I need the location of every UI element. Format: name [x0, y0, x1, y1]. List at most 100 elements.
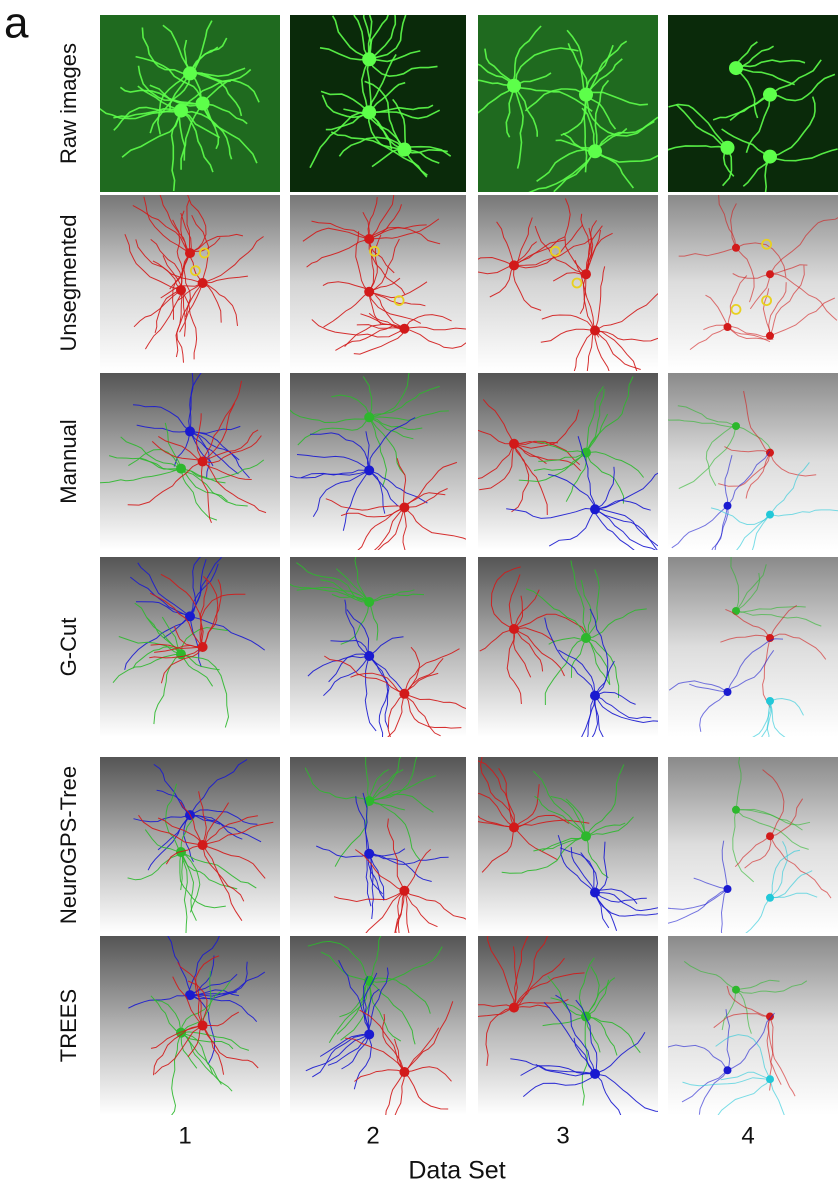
soma: [581, 269, 591, 279]
soma: [581, 831, 591, 841]
soma: [176, 649, 186, 659]
image-background: [478, 936, 658, 1115]
image-background: [668, 936, 838, 1115]
soma: [763, 150, 777, 164]
soma: [581, 1012, 591, 1022]
soma: [176, 1028, 186, 1038]
soma: [399, 1067, 409, 1077]
soma: [721, 141, 735, 155]
soma: [397, 143, 411, 157]
image-cell: [441, 919, 668, 1128]
image-cell: [284, 550, 477, 754]
soma: [766, 1075, 774, 1083]
soma: [509, 439, 519, 449]
soma: [724, 688, 732, 696]
soma: [766, 1013, 774, 1021]
image-cell: [98, 357, 280, 550]
soma: [590, 1069, 600, 1079]
soma: [732, 986, 740, 994]
soma: [509, 260, 519, 270]
image-background: [668, 15, 838, 192]
image-cell: [663, 373, 838, 581]
soma: [763, 88, 777, 102]
image-cell: [656, 15, 838, 216]
soma: [198, 840, 208, 850]
column-label: 3: [556, 1122, 569, 1149]
soma: [590, 504, 600, 514]
soma: [579, 88, 593, 102]
image-background: [100, 195, 280, 371]
column-label: 4: [741, 1122, 754, 1149]
soma: [766, 511, 774, 519]
image-cell: [290, 910, 466, 1147]
soma: [364, 651, 374, 661]
soma: [590, 888, 600, 898]
row-label: G-Cut: [56, 618, 81, 677]
image-cell: [100, 757, 280, 935]
soma: [724, 885, 732, 893]
soma: [588, 144, 602, 158]
soma: [509, 1003, 519, 1013]
image-background: [668, 557, 838, 737]
image-cell: [290, 177, 479, 371]
image-background: [290, 373, 466, 550]
soma: [724, 502, 732, 510]
image-cell: [290, 722, 473, 968]
soma: [198, 1021, 208, 1031]
panel-label: a: [4, 0, 29, 48]
soma: [729, 61, 743, 75]
image-cell: [98, 15, 280, 192]
image-background: [100, 557, 280, 737]
image-cell: [456, 373, 674, 561]
image-background: [290, 936, 466, 1115]
soma: [766, 270, 774, 278]
soma: [581, 633, 591, 643]
soma: [766, 832, 774, 840]
image-cell: [478, 557, 658, 764]
row-label: TREES: [56, 989, 81, 1062]
soma: [590, 691, 600, 701]
image-background: [478, 557, 658, 737]
soma: [198, 642, 208, 652]
soma: [364, 597, 374, 607]
soma: [509, 624, 519, 634]
soma: [507, 79, 521, 93]
image-background: [290, 757, 466, 933]
soma: [362, 52, 376, 66]
soma: [176, 464, 186, 474]
soma: [590, 326, 600, 336]
soma: [399, 886, 409, 896]
image-cell: [443, 15, 666, 197]
soma: [766, 894, 774, 902]
image-cell: [100, 924, 280, 1117]
image-cell: [668, 171, 838, 371]
soma: [724, 323, 732, 331]
image-background: [478, 195, 658, 371]
image-background: [668, 195, 838, 371]
soma: [364, 287, 374, 297]
soma: [732, 244, 740, 252]
soma: [364, 412, 374, 422]
image-background: [100, 757, 280, 933]
row-label: Mannual: [56, 419, 81, 503]
row-label: Raw images: [56, 43, 81, 164]
image-cell: [433, 748, 665, 933]
soma: [399, 689, 409, 699]
image-background: [668, 757, 838, 933]
row-label: NeuroGPS-Tree: [56, 766, 81, 924]
soma: [399, 503, 409, 513]
image-cell: [100, 186, 280, 371]
soma: [766, 332, 774, 340]
soma: [364, 465, 374, 475]
soma: [399, 324, 409, 334]
image-cell: [662, 936, 838, 1138]
image-cell: [668, 521, 838, 787]
image-background: [668, 373, 838, 550]
soma: [766, 697, 774, 705]
row-label: Unsegmented: [56, 215, 81, 352]
image-cell: [285, 369, 470, 578]
image-background: [290, 557, 466, 737]
soma: [198, 278, 208, 288]
soma: [198, 457, 208, 467]
soma: [196, 97, 210, 111]
